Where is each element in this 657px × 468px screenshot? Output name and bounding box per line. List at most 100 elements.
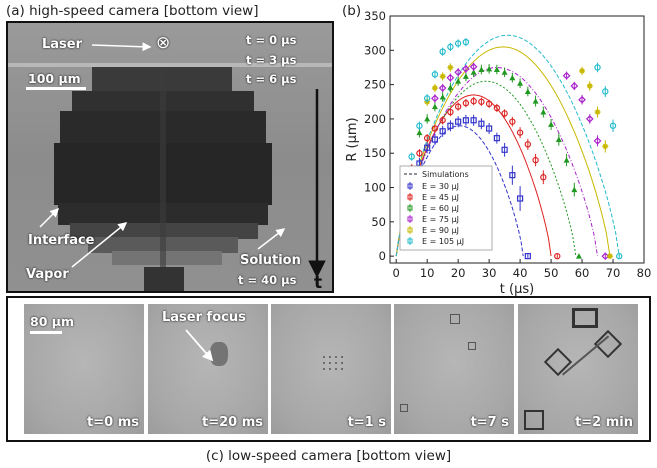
chart-frame xyxy=(389,15,645,264)
frame-4: t=2 min xyxy=(518,304,638,434)
data-point xyxy=(602,143,609,150)
x-tick-label: 30 xyxy=(482,266,497,280)
scale-bar-label: 100 μm xyxy=(28,71,81,86)
data-point xyxy=(462,38,470,46)
frame-2: t=1 s xyxy=(271,304,391,434)
time-label-0: t = 0 μs xyxy=(246,33,297,47)
data-point xyxy=(517,80,524,86)
bubble-frame xyxy=(112,251,222,265)
interface-label: Interface xyxy=(28,233,95,248)
data-point xyxy=(585,115,594,123)
high-speed-camera-panel: Laser ⊗ t = 0 μs t = 3 μs t = 6 μs 100 μ… xyxy=(6,21,334,293)
data-point xyxy=(570,82,579,90)
laser-focus-spot xyxy=(210,342,228,366)
y-tick-label: 200 xyxy=(364,112,386,126)
panel-a-caption: (a) high-speed camera [bottom view] xyxy=(6,3,259,19)
data-point xyxy=(562,71,571,80)
y-axis-title: R (μm) xyxy=(345,117,360,161)
data-point xyxy=(524,253,531,260)
data-point xyxy=(431,125,439,132)
y-tick-label: 150 xyxy=(364,146,386,160)
bubble-frame xyxy=(160,67,166,267)
x-tick-label: 70 xyxy=(606,266,621,280)
data-point xyxy=(616,252,623,260)
data-point xyxy=(540,109,547,115)
data-point xyxy=(423,134,431,142)
radius-vs-time-chart: 0 10 20 30 40 50 60 70 80 0 50 100 150 200 250 300 350 t… xyxy=(345,9,651,296)
x-tick-label: 60 xyxy=(575,266,590,280)
legend-marker xyxy=(407,227,413,233)
legend-entry: E = 75 μJ xyxy=(422,215,459,224)
panel-a-arrows xyxy=(39,42,326,278)
data-point xyxy=(485,100,493,108)
data-point xyxy=(462,64,470,73)
legend-entry: E = 30 μJ xyxy=(422,182,459,191)
data-point xyxy=(493,135,500,142)
data-point xyxy=(424,144,431,151)
frame-1: Laser focus t=20 ms xyxy=(148,304,268,434)
data-point xyxy=(431,136,439,143)
bubble-frame xyxy=(144,267,184,291)
data-point xyxy=(516,195,524,202)
data-point xyxy=(454,40,462,47)
time-label-2: t = 6 μs xyxy=(246,72,297,86)
data-point xyxy=(447,64,454,71)
data-point xyxy=(439,73,446,80)
frame-3: t=7 s xyxy=(394,304,514,434)
large-crystal xyxy=(524,410,544,430)
x-tick-label: 40 xyxy=(513,266,528,280)
simulation-curve xyxy=(395,46,611,257)
panel-b-caption: (b) xyxy=(342,3,362,19)
scale-bar-c xyxy=(30,331,62,334)
data-point xyxy=(416,150,423,157)
data-point xyxy=(470,117,477,124)
y-tick-label: 0 xyxy=(379,249,386,263)
x-tick-label: 80 xyxy=(637,266,652,280)
nucleation-dots xyxy=(321,354,343,372)
solution-label: Solution xyxy=(240,253,301,268)
frame-2-time: t=1 s xyxy=(347,415,386,430)
laser-arrow xyxy=(91,42,152,52)
data-point xyxy=(408,153,415,160)
data-point xyxy=(454,103,462,110)
scale-bar-label-c: 80 μm xyxy=(30,314,74,329)
legend-marker xyxy=(407,194,413,200)
data-point xyxy=(470,69,477,75)
data-point xyxy=(554,252,561,260)
x-tick-label: 50 xyxy=(544,266,559,280)
data-point xyxy=(524,141,532,148)
data-point xyxy=(439,117,446,124)
data-point xyxy=(509,74,516,81)
data-point xyxy=(579,67,586,74)
data-point xyxy=(424,115,431,122)
legend-entry: E = 60 μJ xyxy=(422,204,459,213)
data-point xyxy=(439,93,446,100)
legend-marker xyxy=(407,238,413,244)
data-point xyxy=(431,103,438,110)
tick-labels: 0 10 20 30 40 50 60 70 80 0 50 100 150 200 250 300 350 xyxy=(364,9,651,280)
x-tick-label: 10 xyxy=(420,266,435,280)
data-point xyxy=(516,129,524,136)
small-crystal xyxy=(468,342,476,350)
y-tick-label: 350 xyxy=(364,9,386,23)
needle-crystal xyxy=(562,335,610,376)
data-point xyxy=(455,118,462,125)
y-tick-label: 100 xyxy=(364,181,386,195)
data-point xyxy=(447,84,454,90)
data-point xyxy=(575,253,582,259)
scale-bar xyxy=(26,87,86,90)
laser-symbol-icon: ⊗ xyxy=(156,33,171,53)
data-point xyxy=(532,98,539,104)
data-point xyxy=(501,69,508,75)
chart-legend: Simulations E = 30 μJ E = 45 μJ E = 60 μJ E … xyxy=(399,165,493,251)
data-point xyxy=(548,121,555,127)
data-point xyxy=(593,137,602,145)
data-point xyxy=(478,120,485,127)
data-point xyxy=(431,85,438,92)
frame-3-time: t=7 s xyxy=(470,415,509,430)
data-point xyxy=(486,125,493,132)
legend-marker xyxy=(407,183,413,189)
data-point xyxy=(462,117,469,124)
data-point xyxy=(438,84,447,92)
legend-sim-label: Simulations xyxy=(422,170,469,179)
